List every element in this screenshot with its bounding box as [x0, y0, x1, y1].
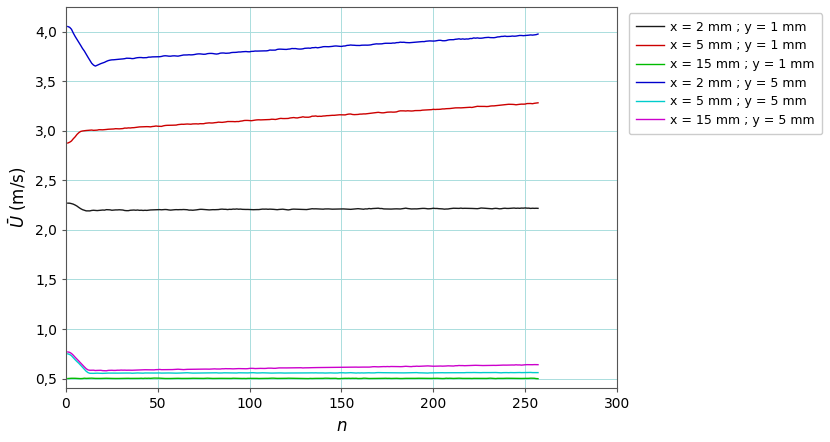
x = 5 mm ; y = 5 mm: [215, 370, 225, 376]
x = 15 mm ; y = 5 mm: [215, 366, 225, 372]
x = 5 mm ; y = 5 mm: [533, 370, 543, 375]
x = 15 mm ; y = 1 mm: [149, 375, 159, 381]
x = 15 mm ; y = 5 mm: [259, 366, 269, 371]
x = 2 mm ; y = 1 mm: [215, 206, 225, 212]
Line: x = 5 mm ; y = 1 mm: x = 5 mm ; y = 1 mm: [68, 103, 538, 143]
x = 5 mm ; y = 1 mm: [257, 117, 267, 122]
x = 5 mm ; y = 1 mm: [63, 141, 73, 146]
x = 15 mm ; y = 5 mm: [313, 365, 323, 370]
x = 5 mm ; y = 5 mm: [259, 370, 269, 375]
x = 2 mm ; y = 1 mm: [112, 207, 122, 213]
x = 2 mm ; y = 1 mm: [259, 206, 269, 212]
x = 2 mm ; y = 1 mm: [85, 208, 95, 213]
X-axis label: n: n: [336, 417, 347, 435]
x = 5 mm ; y = 5 mm: [63, 351, 73, 357]
x = 2 mm ; y = 5 mm: [313, 45, 323, 50]
x = 5 mm ; y = 5 mm: [192, 370, 202, 376]
Line: x = 2 mm ; y = 5 mm: x = 2 mm ; y = 5 mm: [68, 27, 538, 66]
x = 15 mm ; y = 5 mm: [533, 362, 543, 367]
x = 5 mm ; y = 1 mm: [310, 113, 320, 118]
x = 15 mm ; y = 1 mm: [110, 376, 120, 381]
x = 2 mm ; y = 5 mm: [63, 24, 73, 29]
x = 15 mm ; y = 1 mm: [215, 376, 225, 381]
x = 2 mm ; y = 5 mm: [192, 51, 202, 57]
Y-axis label: $\bar{U}$ (m/s): $\bar{U}$ (m/s): [7, 167, 29, 229]
x = 2 mm ; y = 5 mm: [316, 45, 326, 50]
x = 15 mm ; y = 5 mm: [112, 368, 122, 373]
x = 5 mm ; y = 1 mm: [189, 121, 199, 126]
x = 5 mm ; y = 1 mm: [533, 100, 543, 106]
Line: x = 15 mm ; y = 1 mm: x = 15 mm ; y = 1 mm: [68, 378, 538, 379]
x = 5 mm ; y = 5 mm: [313, 370, 323, 376]
Line: x = 15 mm ; y = 5 mm: x = 15 mm ; y = 5 mm: [68, 352, 538, 371]
x = 2 mm ; y = 5 mm: [112, 57, 122, 62]
x = 15 mm ; y = 1 mm: [63, 376, 73, 381]
x = 2 mm ; y = 5 mm: [259, 48, 269, 53]
x = 15 mm ; y = 5 mm: [316, 365, 326, 370]
x = 5 mm ; y = 5 mm: [316, 370, 326, 376]
x = 5 mm ; y = 1 mm: [213, 119, 223, 125]
x = 2 mm ; y = 1 mm: [63, 201, 73, 206]
Line: x = 5 mm ; y = 5 mm: x = 5 mm ; y = 5 mm: [68, 354, 538, 373]
x = 15 mm ; y = 1 mm: [313, 376, 323, 381]
x = 15 mm ; y = 1 mm: [192, 376, 202, 381]
x = 2 mm ; y = 1 mm: [313, 206, 323, 212]
x = 2 mm ; y = 1 mm: [533, 206, 543, 211]
x = 5 mm ; y = 5 mm: [98, 371, 108, 376]
x = 2 mm ; y = 5 mm: [533, 31, 543, 37]
Line: x = 2 mm ; y = 1 mm: x = 2 mm ; y = 1 mm: [68, 203, 538, 211]
x = 15 mm ; y = 5 mm: [101, 368, 111, 373]
x = 2 mm ; y = 1 mm: [192, 207, 202, 213]
x = 2 mm ; y = 5 mm: [215, 50, 225, 56]
x = 5 mm ; y = 1 mm: [110, 126, 120, 131]
x = 5 mm ; y = 1 mm: [315, 114, 325, 119]
x = 2 mm ; y = 1 mm: [316, 206, 326, 212]
x = 15 mm ; y = 1 mm: [316, 376, 326, 381]
x = 15 mm ; y = 1 mm: [259, 376, 269, 381]
Legend: x = 2 mm ; y = 1 mm, x = 5 mm ; y = 1 mm, x = 15 mm ; y = 1 mm, x = 2 mm ; y = 5: x = 2 mm ; y = 1 mm, x = 5 mm ; y = 1 mm…: [629, 13, 823, 134]
x = 2 mm ; y = 5 mm: [90, 64, 100, 69]
x = 5 mm ; y = 5 mm: [112, 370, 122, 376]
x = 15 mm ; y = 1 mm: [533, 376, 543, 381]
x = 15 mm ; y = 5 mm: [192, 366, 202, 372]
x = 15 mm ; y = 5 mm: [63, 349, 73, 354]
